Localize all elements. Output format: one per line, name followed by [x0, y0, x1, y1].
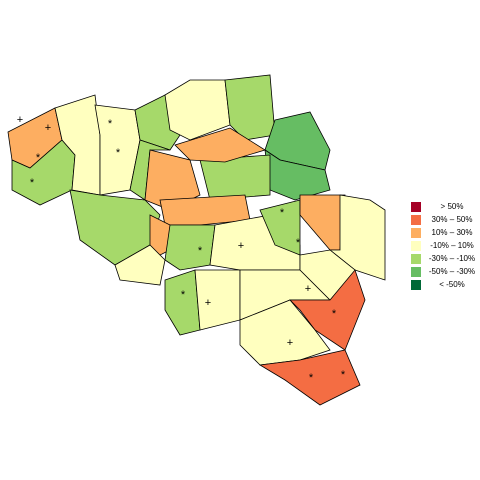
- marker: *: [309, 372, 314, 384]
- region: [328, 194, 386, 281]
- region: [174, 127, 266, 163]
- region: [258, 349, 361, 406]
- legend-label: -30% – -10%: [429, 254, 475, 263]
- region: [299, 194, 346, 251]
- legend-label: -50% – -30%: [429, 267, 475, 276]
- region: [114, 244, 166, 286]
- marker: *: [36, 152, 41, 164]
- marker: +: [45, 122, 51, 134]
- region: [199, 154, 271, 201]
- marker: *: [108, 118, 113, 130]
- legend-swatch: [411, 241, 421, 251]
- region: [224, 74, 276, 141]
- marker: *: [181, 289, 186, 301]
- marker: +: [305, 283, 311, 295]
- regions: [7, 74, 386, 406]
- marker: *: [332, 308, 337, 320]
- marker: *: [30, 177, 35, 189]
- legend-label: 10% – 30%: [432, 228, 473, 237]
- marker: +: [17, 114, 23, 126]
- region: [194, 269, 241, 331]
- legend-swatch: [411, 202, 421, 212]
- marker: *: [280, 207, 285, 219]
- marker: *: [341, 369, 346, 381]
- marker: *: [296, 237, 301, 249]
- legend-swatch: [411, 228, 421, 238]
- region: [239, 299, 331, 366]
- legend-swatch: [411, 215, 421, 225]
- legend-label: < -50%: [439, 280, 465, 289]
- region: [164, 224, 216, 271]
- marker: +: [238, 240, 244, 252]
- legend: > 50% 30% – 50% 10% – 30% -10% – 10% -30% – …: [411, 202, 475, 290]
- legend-label: 30% – 50%: [432, 215, 473, 224]
- legend-swatch: [411, 254, 421, 264]
- marker: +: [205, 297, 211, 309]
- markers: + + * * * * + * * * * + + + * * *: [17, 114, 346, 384]
- legend-label: > 50%: [441, 202, 464, 211]
- marker: +: [287, 337, 293, 349]
- region: [159, 194, 251, 226]
- marker: *: [116, 147, 121, 159]
- marker: *: [198, 245, 203, 257]
- legend-swatch: [411, 280, 421, 290]
- region: [164, 269, 201, 336]
- legend-swatch: [411, 267, 421, 277]
- legend-label: -10% – 10%: [430, 241, 474, 250]
